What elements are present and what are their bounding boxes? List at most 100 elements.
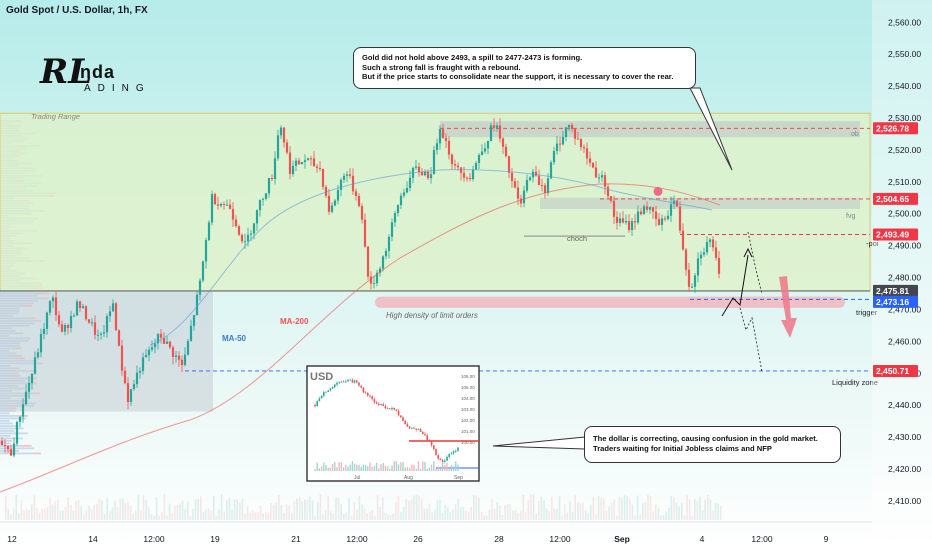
- volume-bar: [259, 505, 262, 520]
- candle-body: [423, 171, 427, 176]
- callout-line: Traders waiting for Initial Jobless clai…: [593, 443, 772, 453]
- inset-candle-body: [329, 388, 332, 391]
- volume-bar: [353, 502, 355, 520]
- candle-body: [561, 136, 565, 145]
- candle-body: [567, 124, 571, 128]
- volume-bar: [207, 508, 210, 520]
- volume-bar: [525, 512, 527, 520]
- inset-x-tick: Aug: [404, 475, 413, 481]
- volume-bar: [213, 495, 215, 520]
- candle-body: [405, 187, 409, 193]
- volume-bar: [397, 495, 400, 520]
- volume-bar: [137, 494, 140, 520]
- volume-bar: [717, 503, 719, 520]
- candle-body: [612, 200, 616, 217]
- candle-body: [480, 151, 484, 155]
- inset-volume-bar: [342, 467, 345, 471]
- inset-volume-bar: [373, 466, 376, 471]
- candle-body: [690, 286, 694, 288]
- volume-bar: [668, 507, 670, 520]
- candle-body: [60, 324, 64, 332]
- price-axis-tick: 2,440.00: [888, 400, 921, 410]
- volume-bar: [215, 515, 218, 520]
- inset-volume-bar: [441, 461, 444, 471]
- volume-bar: [665, 511, 667, 520]
- candle-body: [489, 125, 493, 141]
- candle-body: [627, 221, 631, 231]
- volume-bar: [64, 506, 67, 520]
- candle-body: [9, 449, 13, 456]
- volume-bar: [226, 500, 228, 520]
- candle-body: [552, 150, 556, 163]
- inset-volume-bar: [323, 462, 325, 471]
- candle-body: [474, 162, 478, 170]
- inset-volume-bar: [382, 463, 384, 471]
- volume-bar: [272, 504, 275, 520]
- volume-bar: [434, 509, 436, 520]
- time-axis-tick: 12:00: [751, 534, 773, 544]
- volume-bar: [233, 499, 236, 520]
- candle-body: [699, 254, 703, 259]
- candle-body: [264, 193, 268, 199]
- inset-candle-body: [336, 382, 338, 385]
- volume-profile-bar: [0, 432, 28, 435]
- volume-bar: [306, 500, 309, 520]
- volume-bar: [231, 509, 233, 520]
- inset-volume-bar: [413, 464, 415, 471]
- price-axis-tick: 2,560.00: [888, 17, 921, 27]
- volume-bar: [506, 504, 509, 520]
- candle-body: [543, 185, 547, 193]
- candle-body: [33, 357, 37, 374]
- candle-body: [66, 324, 70, 329]
- volume-bar: [187, 501, 189, 520]
- volume-bar: [192, 508, 194, 520]
- volume-bar: [280, 504, 283, 520]
- price-axis: [872, 0, 932, 550]
- callout-pointer: [689, 87, 733, 171]
- candle-body: [366, 246, 370, 277]
- volume-bar: [657, 508, 660, 520]
- volume-bar: [36, 508, 38, 520]
- volume-bar: [535, 513, 537, 520]
- volume-bar: [709, 499, 712, 520]
- volume-bar: [70, 505, 72, 520]
- candle-body: [90, 322, 94, 324]
- candle-body: [297, 160, 301, 165]
- price-axis-tick: 2,550.00: [888, 49, 921, 59]
- volume-bar: [119, 498, 121, 520]
- candle-body: [570, 124, 574, 130]
- time-axis-tick: 28: [494, 534, 504, 544]
- price-label-badge: [873, 364, 918, 377]
- inset-volume-bar: [380, 464, 382, 471]
- volume-bar: [129, 506, 132, 520]
- candle-body: [168, 341, 172, 348]
- volume-bar: [720, 505, 722, 520]
- volume-bar: [85, 509, 88, 520]
- ma200-label: MA-200: [280, 317, 309, 326]
- analysis-callout[interactable]: Gold did not hold above 2493, a spill to…: [353, 47, 696, 89]
- volume-bar: [452, 509, 454, 520]
- candle-body: [462, 172, 466, 178]
- volume-bar: [116, 506, 119, 520]
- candle-body: [603, 175, 607, 187]
- inset-volume-bar: [336, 467, 338, 471]
- volume-profile-bar: [33, 452, 42, 455]
- volume-bar: [600, 497, 602, 520]
- volume-profile-bar: [8, 440, 12, 442]
- candle-body: [717, 257, 721, 274]
- volume-bar: [83, 514, 85, 520]
- dollar-callout[interactable]: The dollar is correcting, causing confus…: [584, 426, 841, 463]
- candle-body: [267, 177, 271, 194]
- inset-candle-body: [360, 385, 362, 388]
- price-label-text: 2,526.78: [876, 123, 909, 133]
- candle-body: [636, 211, 640, 223]
- inset-candle-body: [437, 455, 439, 459]
- volume-bar: [496, 502, 498, 520]
- volume-bar: [12, 507, 15, 520]
- volume-bar: [283, 512, 285, 520]
- candle-body: [588, 158, 592, 163]
- candle-body: [93, 322, 97, 335]
- volume-bar: [59, 510, 62, 520]
